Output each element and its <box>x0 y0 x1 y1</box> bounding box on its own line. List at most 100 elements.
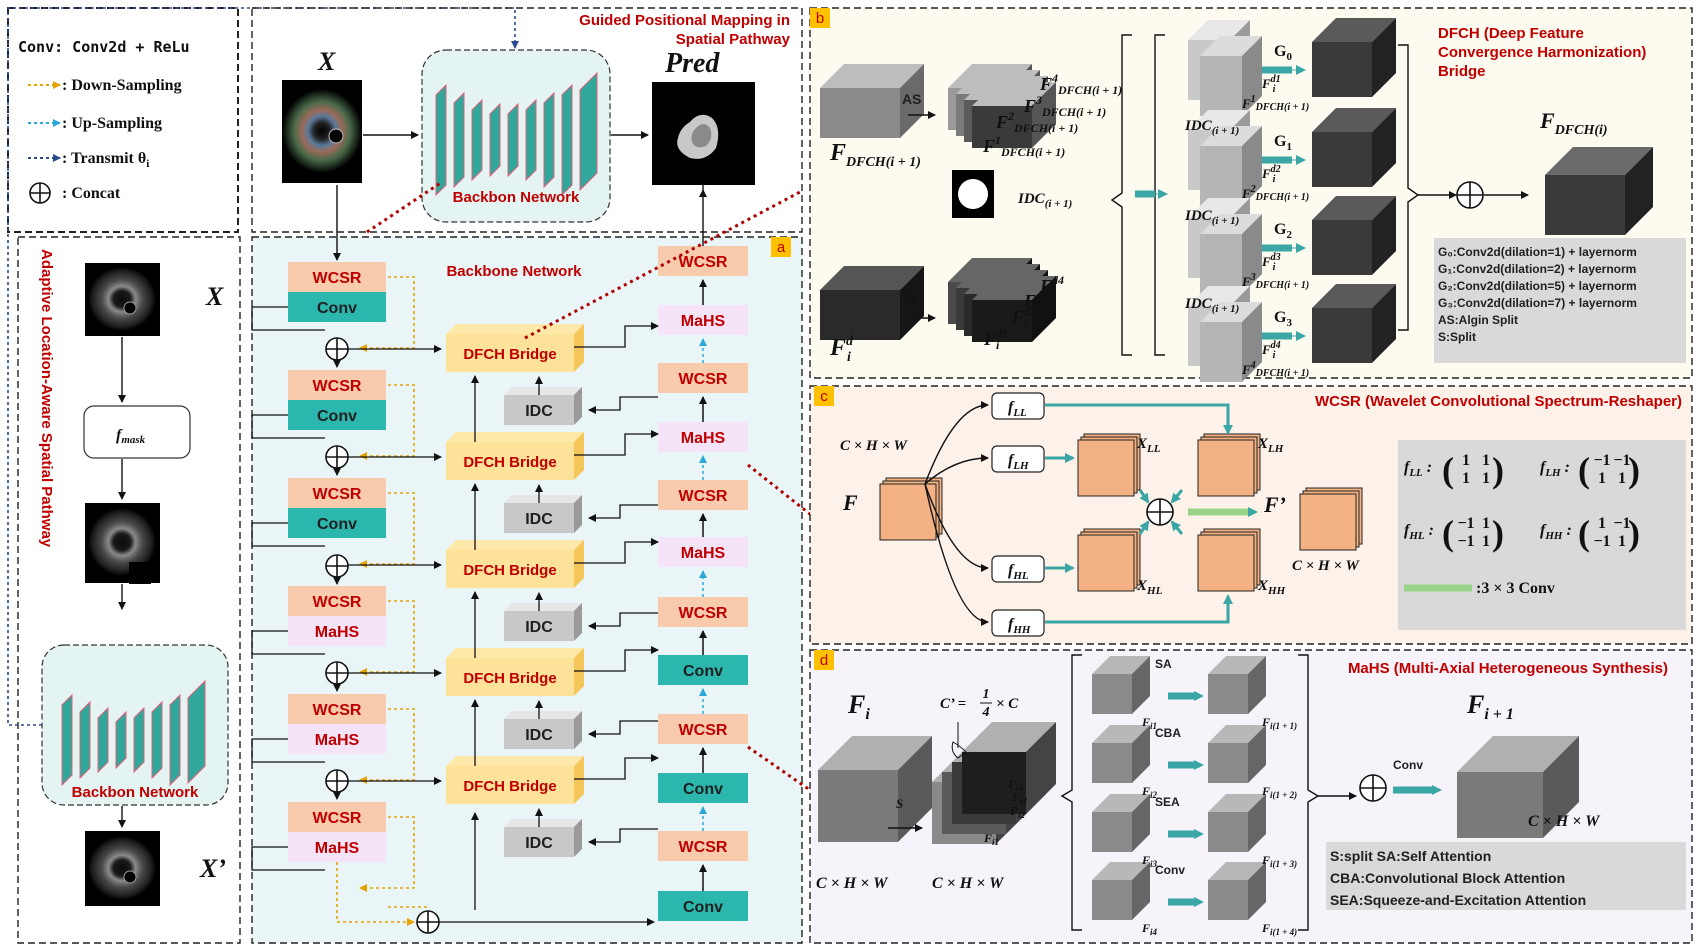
panel-b-tag: b <box>816 10 824 27</box>
decoder-3-label: WCSR <box>679 722 728 739</box>
idc-4: IDC <box>504 819 582 857</box>
idc-1: IDC <box>504 495 582 533</box>
svg-text:1: 1 <box>1598 470 1606 487</box>
group-fd-3: Fd4 i <box>1261 340 1281 361</box>
encoder-3-top: WCSR <box>288 586 386 616</box>
encoder-4-bottom-label: MaHS <box>315 732 360 749</box>
branch-out-cube-3 <box>1208 862 1266 920</box>
panel-c-wcsr: c WCSR (Wavelet Convolutional Spectrum-R… <box>809 385 1693 645</box>
branch-in-label-0: Fi1 <box>1141 715 1157 731</box>
dfch-split-label-3: F4DFCH(i + 1) <box>1039 71 1122 97</box>
wcsr-concat-icon <box>1146 498 1174 526</box>
dfch-note-1: G₁:Conv2d(dilation=2) + layernorm <box>1438 262 1636 276</box>
wcsr-output-cube <box>1299 487 1363 551</box>
group-out-cube-1 <box>1312 108 1396 187</box>
group-out-cube-3 <box>1312 284 1396 363</box>
branch-out-label-0: Fi(1 + 1) <box>1261 715 1297 731</box>
matrix-fll: fLL :()1 11 1 <box>1404 450 1504 490</box>
decoder-7: WCSR <box>658 480 748 510</box>
group-label-1: G1 <box>1274 133 1292 153</box>
dfch-input-top: FDFCH(i + 1) <box>829 140 921 170</box>
group-f-0: F1DFCH(i + 1) <box>1241 94 1309 113</box>
dfch-fd-label-1: Fd2 i <box>1011 304 1036 330</box>
group-label-2: G2 <box>1274 221 1292 241</box>
decoder-6-label: MaHS <box>681 545 726 562</box>
filter-fhl: fHL <box>991 555 1045 583</box>
encoder-5-bottom: MaHS <box>288 832 386 862</box>
panel-c-title: WCSR (Wavelet Convolutional Spectrum-Res… <box>1315 393 1682 410</box>
branch-out-label-1: Fi(1 + 2) <box>1261 784 1297 800</box>
idc-cube-b-2 <box>1200 214 1262 294</box>
matrix-flh: fLH :()−1 −11 1 <box>1540 450 1640 490</box>
branch-label-3: Conv <box>1155 863 1185 877</box>
idc-cube-b-3 <box>1200 302 1262 382</box>
decoder-0-label: Conv <box>683 899 723 916</box>
xlh-label: XLH <box>1257 436 1284 455</box>
wcsr-input-dim: C × H × W <box>840 438 908 454</box>
encoder-2-bottom: Conv <box>288 508 386 538</box>
dfch-note-4: AS:Algin Split <box>1438 313 1518 327</box>
svg-text:1: 1 <box>1598 515 1606 532</box>
left-backbone-label: Backbon Network <box>72 784 199 801</box>
dfch-bridge-label: DFCH Bridge <box>463 562 556 579</box>
group-f-1: F2DFCH(i + 1) <box>1241 184 1309 203</box>
panel-b-title-line3: Bridge <box>1438 63 1486 80</box>
svg-text:fLH :: fLH : <box>1540 459 1570 479</box>
filter-fll: fLL <box>991 392 1045 420</box>
panel-b-dfch: b DFCH (Deep Feature Convergence Harmoni… <box>809 7 1693 403</box>
dfch-split-label-2: F3DFCH(i + 1) <box>1023 93 1106 119</box>
xhh-cube <box>1197 528 1261 592</box>
encoder-3-top-label: WCSR <box>313 594 362 611</box>
svg-text:fHL: fHL <box>1008 562 1029 582</box>
wcsr-output-dim: C × H × W <box>1292 558 1360 574</box>
encoder-4-top-label: WCSR <box>313 702 362 719</box>
decoder-4-label: Conv <box>683 663 723 680</box>
svg-text:fHH: fHH <box>1008 616 1031 636</box>
cprime-num: 1 <box>983 687 990 702</box>
idc-mask-label: IDC(i + 1) <box>1017 191 1072 210</box>
decoder-11-label: WCSR <box>679 254 728 271</box>
encoder-column: WCSR Conv WCSR Conv WCSR Conv WCSR MaHS WCSR MaHS… <box>288 262 386 862</box>
idc-label: IDC <box>525 403 553 420</box>
mahs-note-2: SEA:Squeeze-and-Excitation Attention <box>1330 892 1586 908</box>
mahs-note-0: S:split SA:Self Attention <box>1330 848 1491 864</box>
branch-out-cube-0 <box>1208 656 1266 714</box>
as-label: AS <box>902 91 921 107</box>
legend-conv: Conv: Conv2d + ReLu <box>18 38 190 56</box>
dfch-bridge-1: DFCH Bridge <box>446 432 584 480</box>
panel-b-title-line1: DFCH (Deep Feature <box>1438 25 1584 42</box>
dfch-bridge-3: DFCH Bridge <box>446 648 584 696</box>
concat-icon <box>416 910 440 934</box>
top-title-line2: Spatial Pathway <box>676 31 791 48</box>
left-pathway: Adaptive Location-Aware Spatial Pathway … <box>7 7 519 944</box>
dfch-note-2: G₂:Conv2d(dilation=5) + layernorm <box>1438 279 1637 293</box>
idc-label: IDC <box>525 727 553 744</box>
mahs-s-label: S <box>896 796 903 811</box>
branch-label-1: CBA <box>1155 726 1181 740</box>
dfch-split-bottom-3 <box>972 276 1056 342</box>
dfch-fd-label-3: Fd4 i <box>1039 273 1064 299</box>
mahs-split-label-0: Fi4 <box>1007 777 1024 793</box>
branch-out-label-2: Fi(1 + 3) <box>1261 853 1297 869</box>
svg-text:(: ( <box>1578 513 1590 553</box>
cprime-label: C’ = <box>940 696 966 712</box>
group-f-2: F3DFCH(i + 1) <box>1241 272 1309 291</box>
wcsr-input: F <box>842 490 858 515</box>
concat-icon <box>29 182 51 204</box>
left-pathway-title: Adaptive Location-Aware Spatial Pathway <box>38 249 55 548</box>
encoder-4-bottom: MaHS <box>288 724 386 754</box>
encoder-1-bottom-label: Conv <box>317 408 357 425</box>
fmask-box <box>83 405 191 459</box>
concat-icon <box>325 337 349 361</box>
dfch-output: FDFCH(i) <box>1539 108 1608 138</box>
dfch-note-3: G₃:Conv2d(dilation=7) + layernorm <box>1438 296 1637 310</box>
dfch-bridge-4: DFCH Bridge <box>446 756 584 804</box>
encoder-2-bottom-label: Conv <box>317 516 357 533</box>
cprime-tail: × C <box>996 696 1019 712</box>
legend-box: Conv: Conv2d + ReLu : Down-Sampling : Up… <box>7 7 239 233</box>
wcsr-filter-box <box>1398 440 1686 630</box>
decoder-10: MaHS <box>658 305 748 335</box>
dfch-bridge-2: DFCH Bridge <box>446 540 584 588</box>
dfch-note-0: G₀:Conv2d(dilation=1) + layernorm <box>1438 245 1637 259</box>
